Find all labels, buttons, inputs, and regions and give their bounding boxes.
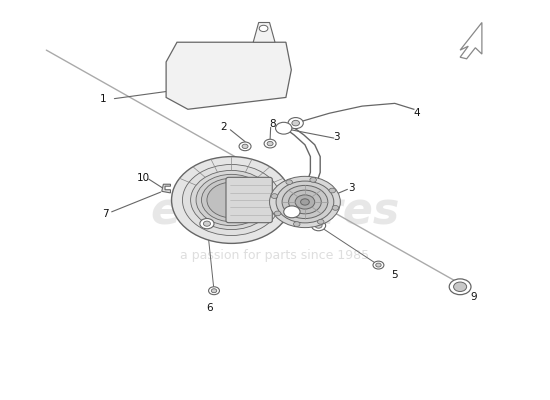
Circle shape <box>207 182 256 218</box>
Circle shape <box>449 279 471 295</box>
Text: 5: 5 <box>392 270 398 280</box>
FancyBboxPatch shape <box>226 177 272 223</box>
Circle shape <box>172 157 292 243</box>
Circle shape <box>376 263 381 267</box>
Circle shape <box>274 211 281 216</box>
Circle shape <box>264 139 276 148</box>
Circle shape <box>315 223 322 228</box>
Text: a passion for parts since 1985: a passion for parts since 1985 <box>180 249 370 262</box>
Circle shape <box>317 220 324 224</box>
Circle shape <box>292 120 300 126</box>
Circle shape <box>208 287 219 295</box>
Polygon shape <box>162 184 170 193</box>
Circle shape <box>332 206 339 210</box>
Circle shape <box>211 289 217 293</box>
Polygon shape <box>460 22 482 59</box>
Circle shape <box>301 199 309 205</box>
Circle shape <box>329 188 336 193</box>
Text: 3: 3 <box>348 183 355 193</box>
Circle shape <box>271 194 278 198</box>
Circle shape <box>200 218 214 229</box>
Circle shape <box>294 222 300 226</box>
Circle shape <box>239 142 251 151</box>
Circle shape <box>276 181 334 223</box>
Text: 10: 10 <box>137 173 150 183</box>
Text: 4: 4 <box>413 108 420 118</box>
Text: 8: 8 <box>269 119 276 129</box>
Circle shape <box>204 221 211 226</box>
Text: eurocares: eurocares <box>150 190 400 233</box>
Circle shape <box>295 195 315 209</box>
Circle shape <box>310 178 316 182</box>
Circle shape <box>311 220 326 231</box>
Circle shape <box>276 122 292 134</box>
Circle shape <box>289 190 321 214</box>
Circle shape <box>201 178 261 222</box>
Circle shape <box>270 176 340 228</box>
Text: 7: 7 <box>102 209 108 219</box>
Circle shape <box>267 142 273 146</box>
Text: 2: 2 <box>221 122 227 132</box>
Text: 3: 3 <box>333 132 339 142</box>
Circle shape <box>286 180 293 184</box>
Circle shape <box>259 25 268 32</box>
Text: 1: 1 <box>100 94 107 104</box>
Circle shape <box>284 206 300 218</box>
Polygon shape <box>166 42 292 109</box>
Text: 9: 9 <box>470 292 477 302</box>
Circle shape <box>196 174 267 226</box>
Circle shape <box>282 186 328 218</box>
Polygon shape <box>253 22 275 42</box>
Circle shape <box>191 170 272 230</box>
Circle shape <box>454 282 466 292</box>
Circle shape <box>242 144 248 148</box>
Text: 6: 6 <box>206 304 213 314</box>
Circle shape <box>288 118 303 129</box>
Circle shape <box>373 261 384 269</box>
Circle shape <box>183 164 280 236</box>
